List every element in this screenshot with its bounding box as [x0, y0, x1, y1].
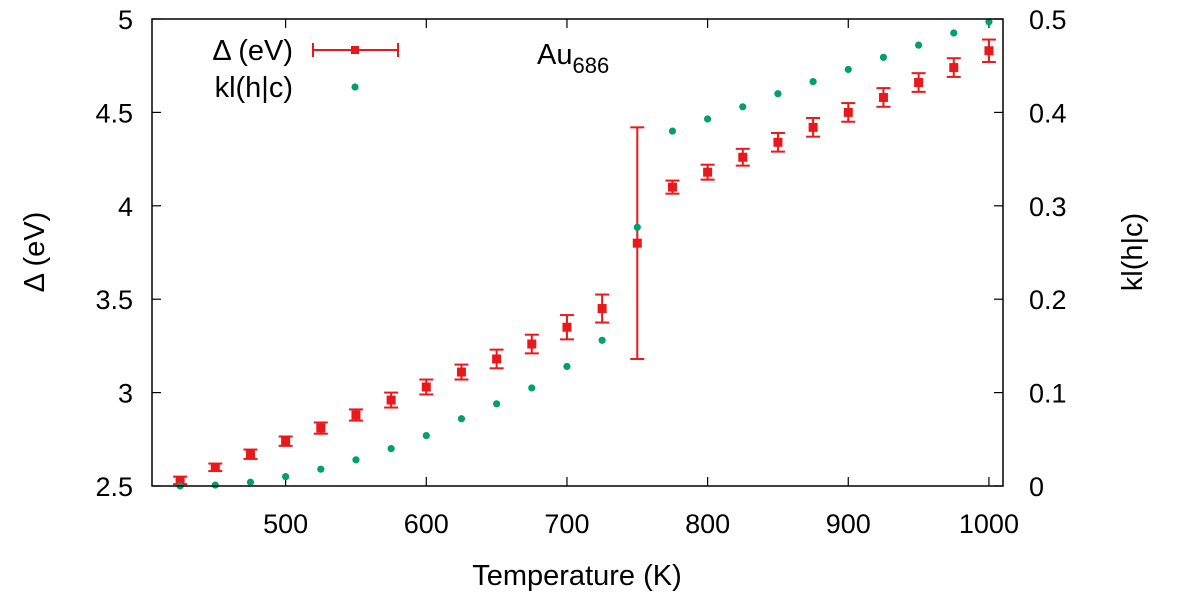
kl-point — [668, 127, 677, 135]
kl-point — [387, 445, 395, 453]
x-tick-label: 700 — [544, 509, 589, 539]
kl-point — [985, 18, 993, 26]
delta-point — [632, 238, 642, 248]
delta-point — [597, 304, 607, 314]
kl-point — [950, 29, 958, 37]
delta-point — [421, 382, 431, 392]
kl-point — [246, 478, 255, 486]
x-axis-title: Temperature (K) — [472, 560, 682, 592]
y2-axis-title: kl(h|c) — [1117, 213, 1149, 291]
kl-point — [844, 65, 852, 74]
kl-point — [879, 53, 888, 61]
legend: Δ (eV) kl(h|c) — [212, 35, 399, 104]
delta-point — [808, 122, 818, 132]
y2-tick-label: 0.4 — [1029, 98, 1067, 128]
kl-point — [598, 336, 606, 344]
delta-point — [492, 354, 502, 364]
y2-tick-label: 0.1 — [1029, 379, 1067, 409]
delta-point — [351, 410, 361, 420]
y2-tick-label: 0.5 — [1029, 5, 1067, 35]
delta-point — [667, 182, 677, 192]
y-tick-label: 3.5 — [95, 285, 133, 315]
delta-point — [210, 462, 220, 472]
delta-point — [281, 436, 291, 446]
kl-point — [457, 415, 466, 423]
delta-point — [984, 46, 994, 56]
y-tick-label: 3 — [118, 379, 133, 409]
legend-label-kl: kl(h|c) — [215, 72, 293, 104]
annotation-subscript: 686 — [572, 53, 609, 78]
delta-point — [703, 167, 713, 177]
kl-point — [211, 481, 219, 489]
kl-point — [915, 41, 923, 49]
delta-point — [773, 137, 783, 147]
annotation-label: Au686 — [537, 39, 609, 78]
legend-label-delta: Δ (eV) — [212, 35, 293, 67]
kl-point — [633, 223, 641, 231]
delta-point — [738, 152, 748, 162]
y-tick-label: 4.5 — [95, 98, 133, 128]
kl-point — [528, 384, 536, 392]
kl-point — [809, 77, 817, 86]
delta-point — [175, 475, 185, 485]
kl-point — [774, 90, 782, 98]
errorbars — [173, 38, 996, 486]
axis-ticks: 500 600 700 800 900 1000 2.5 3 3.5 4 4.5 5 0 0.1 0.2 0.… — [95, 5, 1066, 539]
kl-point — [704, 115, 712, 123]
kl-point — [739, 103, 747, 111]
delta-point — [456, 367, 466, 377]
delta-point — [316, 423, 326, 433]
annotation-text: Au — [537, 39, 572, 71]
kl-point — [317, 465, 325, 473]
y2-tick-label: 0.2 — [1029, 285, 1067, 315]
y2-tick-label: 0.3 — [1029, 192, 1067, 222]
x-tick-label: 800 — [685, 509, 730, 539]
x-tick-label: 500 — [263, 509, 308, 539]
y-tick-label: 4 — [118, 192, 133, 222]
y2-tick-label: 0 — [1029, 472, 1044, 502]
y-tick-label: 2.5 — [95, 472, 133, 502]
delta-point — [949, 63, 959, 73]
delta-point — [562, 322, 572, 332]
legend-swatch-delta-marker — [351, 46, 359, 54]
delta-point — [386, 395, 396, 405]
plot-frame — [151, 18, 1004, 487]
y-axis-title: Δ (eV) — [19, 212, 51, 293]
data-points — [175, 18, 994, 490]
delta-point — [878, 92, 888, 102]
delta-point — [527, 339, 537, 349]
delta-point — [843, 107, 853, 117]
x-tick-label: 900 — [826, 509, 871, 539]
x-tick-label: 600 — [404, 509, 449, 539]
kl-point — [493, 400, 501, 408]
delta-point — [245, 449, 255, 459]
kl-point — [422, 431, 430, 440]
delta-point — [914, 78, 924, 88]
x-tick-label: 1000 — [959, 509, 1019, 539]
kl-point — [563, 362, 571, 371]
kl-point — [352, 456, 360, 464]
y-tick-label: 5 — [118, 5, 133, 35]
legend-swatch-kl-marker — [351, 83, 359, 91]
kl-point — [282, 473, 290, 481]
